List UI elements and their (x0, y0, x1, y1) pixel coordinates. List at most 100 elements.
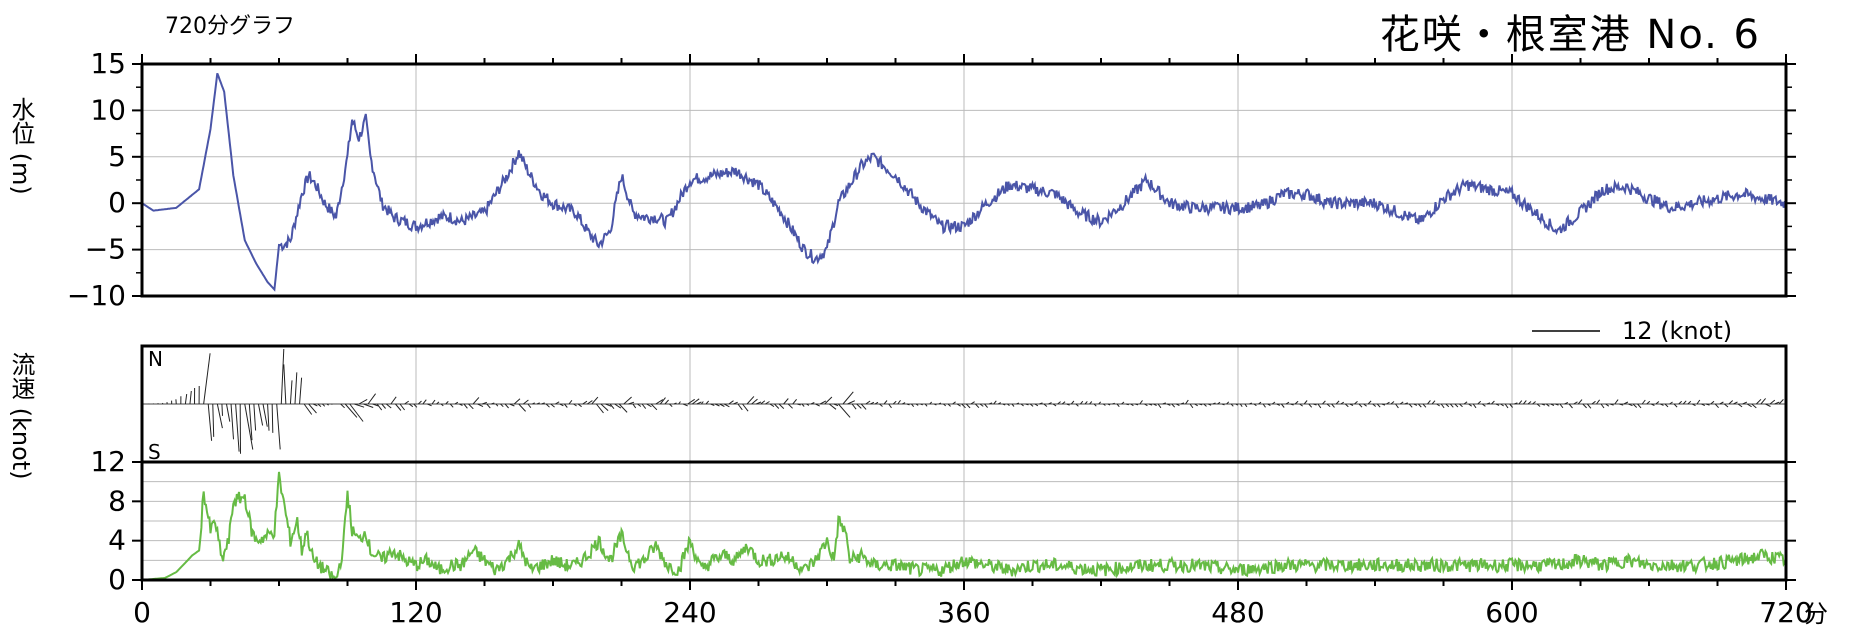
current-vector (1354, 401, 1358, 405)
current-vector (536, 402, 540, 405)
current-vector (545, 403, 550, 408)
current-vector (1061, 401, 1066, 405)
current-vector (632, 403, 637, 409)
current-vector (1751, 403, 1757, 409)
current-vector (1258, 401, 1262, 405)
current-vector (952, 401, 956, 405)
current-vector (742, 403, 749, 412)
current-vector (1660, 403, 1664, 406)
current-vector (283, 364, 287, 405)
current-vector (879, 403, 883, 407)
water-level-grid (141, 63, 1787, 297)
current-vector (1527, 401, 1532, 405)
current-vector (1769, 399, 1776, 405)
current-vector (267, 403, 270, 431)
current-vector (1719, 401, 1724, 405)
current-vector (1436, 403, 1440, 407)
current-vector (212, 403, 215, 437)
current-vector (979, 403, 984, 407)
current-vector (1637, 403, 1642, 409)
current-vector (860, 403, 867, 410)
current-vector (614, 403, 622, 409)
current-vector (1619, 403, 1624, 406)
current-vector (413, 403, 418, 408)
current-vector (276, 403, 281, 450)
current-vector (1221, 403, 1225, 406)
current-vector (376, 403, 383, 411)
current-vector (847, 400, 856, 405)
current-vector (1194, 403, 1198, 407)
current-vector (568, 399, 573, 405)
current-vector (262, 403, 268, 427)
north-label: N (148, 347, 163, 371)
current-vector (1267, 403, 1271, 406)
current-vector (1080, 400, 1084, 405)
current-vector (555, 401, 560, 405)
current-vector (1449, 403, 1454, 408)
current-vector (1523, 400, 1527, 405)
current-vector (1427, 400, 1431, 405)
current-vector (1376, 403, 1381, 408)
current-vector (550, 403, 555, 408)
current-vector (1386, 401, 1390, 405)
current-vector (783, 398, 789, 405)
current-vector (1491, 400, 1495, 405)
current-vector (993, 400, 997, 405)
y-tick-label: 5 (108, 140, 126, 173)
current-vector (1167, 403, 1171, 406)
current-vector (1303, 400, 1308, 405)
current-vector (1605, 403, 1610, 407)
current-vector (1002, 403, 1006, 406)
current-vector (1577, 399, 1583, 405)
current-vector (824, 396, 833, 405)
current-vector (463, 403, 468, 409)
current-vector (673, 402, 677, 405)
current-vector (1728, 400, 1734, 405)
current-vector (1390, 401, 1395, 405)
current-vector (765, 401, 770, 405)
current-vector (1244, 403, 1248, 408)
current-vector (1226, 401, 1230, 405)
current-vector (920, 403, 923, 406)
current-vector (1144, 403, 1148, 407)
current-vector (513, 398, 521, 405)
current-vector (1413, 403, 1418, 406)
current-vector (1230, 403, 1234, 407)
current-vector (289, 380, 293, 405)
current-vector (509, 403, 515, 407)
current-vector (1628, 403, 1633, 407)
current-vector (1180, 402, 1185, 405)
current-vector (1514, 402, 1518, 405)
current-vector (874, 401, 879, 405)
current-vector (1130, 403, 1134, 407)
current-vector (733, 401, 738, 405)
current-vector (523, 399, 529, 405)
current-vector (956, 403, 961, 407)
current-vector (1093, 403, 1097, 407)
current-vector (1682, 400, 1687, 405)
current-vector (1308, 403, 1313, 408)
current-vector (1262, 403, 1266, 408)
current-vector (988, 402, 993, 405)
current-vector (1760, 398, 1766, 405)
current-vector (1532, 401, 1536, 405)
current-vector (1778, 399, 1784, 405)
current-vector (1596, 399, 1601, 405)
current-vector (1349, 403, 1354, 406)
current-vector (1418, 403, 1422, 408)
current-vector (1669, 401, 1673, 405)
x-tick-label: 600 (1485, 596, 1538, 629)
current-vector (344, 403, 358, 418)
current-vector (838, 403, 851, 418)
current-vector (1692, 403, 1696, 407)
current-vector (381, 403, 386, 409)
current-vector (801, 403, 805, 407)
current-vector (1075, 403, 1079, 407)
current-vector (724, 403, 730, 408)
current-vector (189, 390, 192, 405)
current-vector (678, 401, 681, 405)
current-vector (756, 401, 762, 405)
current-vector (221, 403, 223, 416)
current-vector (792, 398, 797, 405)
current-vector (1673, 403, 1678, 408)
